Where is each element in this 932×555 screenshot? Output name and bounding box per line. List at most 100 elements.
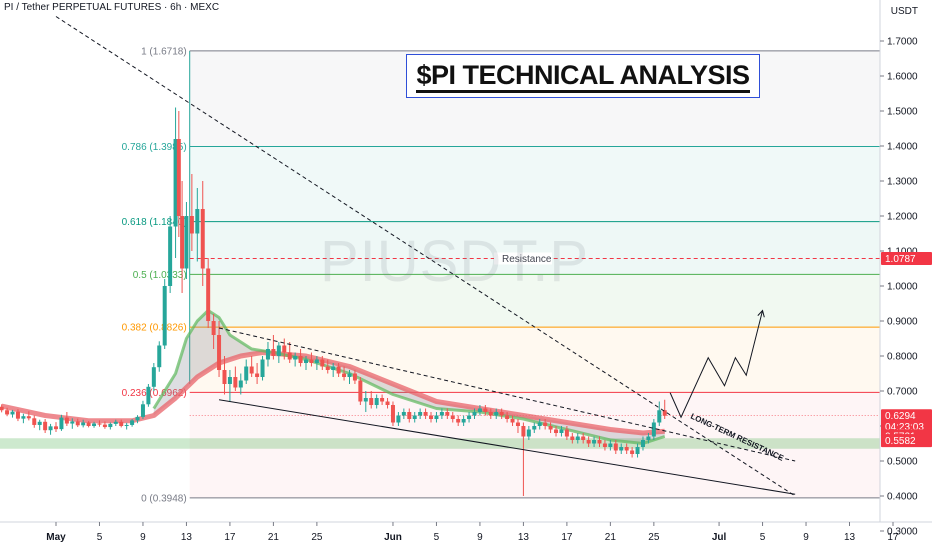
candle-body xyxy=(537,422,542,426)
candle-body xyxy=(293,356,298,360)
candle-body xyxy=(515,422,520,426)
candle-body xyxy=(608,443,613,447)
x-tick-label: May xyxy=(46,532,66,543)
price-tag-label: 0.6294 xyxy=(885,411,916,422)
x-tick-label: 21 xyxy=(268,532,280,543)
support-zone xyxy=(0,438,880,449)
candle-body xyxy=(602,443,607,447)
candle-body xyxy=(499,412,504,416)
candle-body xyxy=(10,411,15,415)
candle-body xyxy=(146,386,151,405)
fib-zone-band xyxy=(189,146,881,222)
candle-body xyxy=(21,416,26,419)
candle-body xyxy=(526,429,531,437)
candle-body xyxy=(173,139,178,227)
time-axis-bg xyxy=(0,522,880,550)
candle-body xyxy=(657,410,662,423)
fib-level-label: 0.786 (1.3985) xyxy=(122,142,187,153)
y-tick-label: 1.4000 xyxy=(887,142,918,153)
symbol-header: PI / Tether PERPETUAL FUTURES · 6h · MEX… xyxy=(4,2,220,13)
y-tick-label: 0.4000 xyxy=(887,492,918,503)
candle-body xyxy=(162,286,167,346)
x-tick-label: 5 xyxy=(434,532,440,543)
candle-body xyxy=(59,417,64,430)
candle-body xyxy=(249,366,254,374)
fib-level-label: 0.382 (0.8826) xyxy=(122,323,187,334)
candle-body xyxy=(227,377,232,384)
candle-body xyxy=(554,429,559,433)
candle-body xyxy=(102,424,107,428)
candle-body xyxy=(613,443,618,451)
headline-text: $PI TECHNICAL ANALYSIS xyxy=(416,60,750,93)
candle-body xyxy=(314,359,319,363)
candle-body xyxy=(70,421,75,424)
candle-body xyxy=(309,359,314,363)
candle-body xyxy=(434,415,439,419)
y-tick-label: 0.7000 xyxy=(887,387,918,398)
candle-body xyxy=(651,422,656,437)
fib-level-label: 1 (1.6718) xyxy=(141,46,187,57)
candle-body xyxy=(81,422,86,426)
fib-level-label: 0.5 (1.0333) xyxy=(133,270,187,281)
projection-arrowhead xyxy=(757,309,765,318)
price-tag-countdown: 04:23:03 xyxy=(885,422,924,433)
x-tick-label: 17 xyxy=(224,532,236,543)
candle-body xyxy=(119,421,124,426)
candle-body xyxy=(445,412,450,416)
y-tick-label: 1.6000 xyxy=(887,72,918,83)
price-tag xyxy=(881,434,932,448)
candle-body xyxy=(467,415,472,419)
candle-body xyxy=(260,359,265,377)
candle-body xyxy=(276,345,281,356)
fib-level-label: 0 (0.3948) xyxy=(141,493,187,504)
x-tick-label: 17 xyxy=(887,532,899,543)
candle-body xyxy=(586,440,591,444)
candle-body xyxy=(180,216,185,269)
candle-body xyxy=(48,426,53,431)
candle-body xyxy=(358,380,363,402)
candle-body xyxy=(418,412,423,416)
x-tick-label: 25 xyxy=(311,532,323,543)
y-tick-label: 0.5000 xyxy=(887,457,918,468)
candle-body xyxy=(108,423,113,428)
candle-body xyxy=(168,226,173,286)
x-tick-label: 25 xyxy=(648,532,660,543)
candle-body xyxy=(195,209,200,234)
candle-body xyxy=(304,359,309,363)
candle-body xyxy=(176,139,181,216)
candle-body xyxy=(206,268,211,321)
candle-body xyxy=(157,345,162,368)
candle-body xyxy=(54,426,58,430)
candle-body xyxy=(532,426,537,430)
x-tick-label: Jun xyxy=(384,532,402,543)
candle-body xyxy=(26,416,31,419)
y-tick-label: 0.9000 xyxy=(887,317,918,328)
candle-body xyxy=(640,440,645,447)
candle-body xyxy=(385,401,390,405)
candle-body xyxy=(619,447,624,451)
candle-body xyxy=(244,366,249,381)
candle-body xyxy=(64,417,69,424)
candle-body xyxy=(543,422,548,426)
candle-body xyxy=(510,419,515,423)
resistance-label: Resistance xyxy=(502,254,552,265)
candle-body xyxy=(456,419,461,423)
candle-body xyxy=(624,447,629,451)
candle-body xyxy=(630,450,635,454)
candle-body xyxy=(298,356,303,363)
candle-body xyxy=(15,411,20,419)
x-tick-label: 9 xyxy=(140,532,146,543)
candle-body xyxy=(521,426,526,437)
candle-body xyxy=(472,412,477,416)
price-tag xyxy=(881,251,932,265)
candle-body xyxy=(347,373,352,377)
x-tick-label: 21 xyxy=(605,532,617,543)
candle-body xyxy=(222,370,227,384)
candle-body xyxy=(374,398,379,405)
fib-zone-band xyxy=(189,327,881,393)
candle-body xyxy=(450,415,455,419)
axis-unit-label: USDT xyxy=(890,6,918,17)
candle-body xyxy=(287,352,292,360)
